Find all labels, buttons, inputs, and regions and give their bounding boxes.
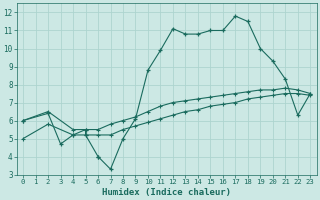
X-axis label: Humidex (Indice chaleur): Humidex (Indice chaleur)	[102, 188, 231, 197]
